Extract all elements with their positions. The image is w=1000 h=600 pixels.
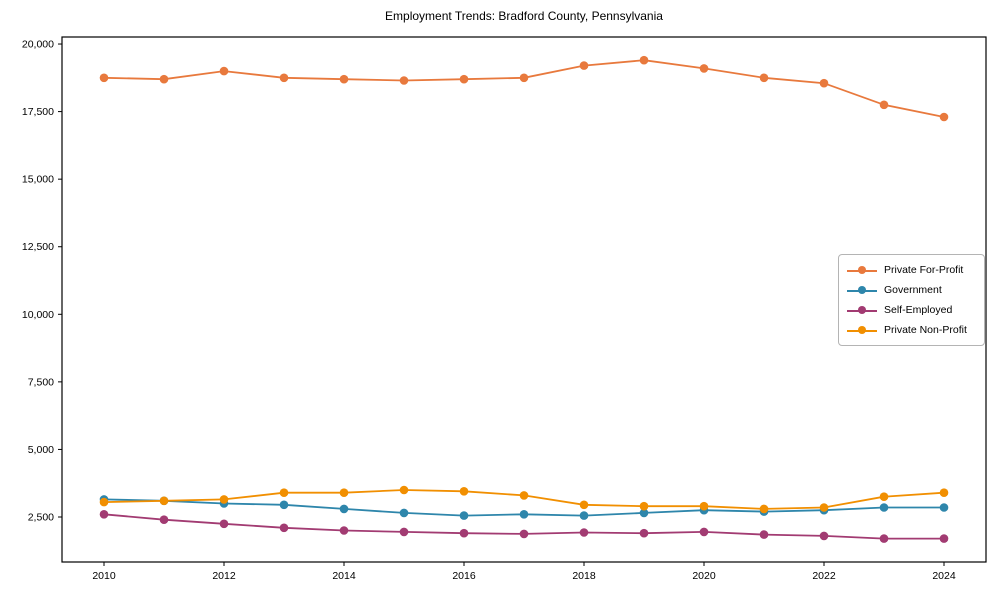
- data-point: [879, 492, 889, 502]
- data-point: [639, 508, 649, 518]
- data-point: [459, 487, 469, 496]
- data-point: [759, 504, 769, 514]
- data-point: [279, 500, 289, 510]
- chart-title: Employment Trends: Bradford County, Penn…: [385, 9, 663, 23]
- line-dot-marker-icon: [847, 326, 877, 335]
- data-point: [699, 527, 709, 537]
- data-point: [159, 74, 169, 84]
- data-point: [879, 100, 889, 110]
- data-point: [279, 523, 289, 533]
- data-point: [939, 112, 949, 122]
- data-point: [519, 491, 529, 500]
- y-axis-tick-label: 17,500: [22, 106, 54, 118]
- legend-item-government: Government: [847, 280, 976, 300]
- data-point: [219, 66, 229, 76]
- data-point: [879, 534, 889, 543]
- legend-item-private-for-profit: Private For-Profit: [847, 260, 976, 280]
- data-point: [279, 488, 289, 498]
- data-point: [639, 528, 649, 538]
- data-point: [399, 76, 409, 85]
- data-point: [699, 501, 709, 511]
- data-point: [939, 488, 949, 498]
- data-point: [519, 529, 529, 539]
- x-axis-tick-label: 2024: [932, 570, 956, 582]
- x-axis-tick-label: 2016: [452, 570, 476, 582]
- data-point: [639, 55, 649, 65]
- data-point: [399, 527, 409, 537]
- y-axis-tick-label: 7,500: [28, 376, 54, 388]
- data-point: [459, 528, 469, 538]
- data-point: [159, 515, 169, 524]
- x-axis-tick-label: 2014: [332, 570, 356, 582]
- legend: Private For-Profit Government Self-Emplo…: [838, 254, 985, 346]
- data-point: [819, 531, 829, 541]
- x-axis-tick-label: 2012: [212, 570, 236, 582]
- data-point: [759, 73, 769, 83]
- data-point: [579, 500, 589, 510]
- data-point: [99, 73, 109, 83]
- data-point: [279, 73, 289, 83]
- data-point: [579, 528, 589, 537]
- legend-item-private-non-profit: Private Non-Profit: [847, 320, 976, 340]
- y-axis-tick-label: 5,000: [28, 444, 54, 456]
- legend-label: Government: [884, 284, 942, 296]
- x-axis-tick-label: 2022: [812, 570, 836, 582]
- data-point: [339, 526, 349, 535]
- y-axis-tick-label: 2,500: [28, 512, 54, 524]
- data-point: [939, 503, 949, 512]
- line-private-for-profit: [103, 59, 945, 118]
- legend-label: Private For-Profit: [884, 264, 964, 276]
- data-point: [219, 519, 229, 529]
- legend-item-self-employed: Self-Employed: [847, 300, 976, 320]
- data-point: [819, 503, 829, 512]
- data-point: [639, 501, 649, 511]
- data-point: [99, 510, 109, 519]
- line-dot-marker-icon: [847, 306, 877, 315]
- y-axis-tick-label: 12,500: [22, 241, 54, 253]
- plot-border: [61, 36, 987, 563]
- data-point: [399, 485, 409, 495]
- data-point: [219, 495, 229, 504]
- legend-label: Private Non-Profit: [884, 324, 967, 336]
- data-point: [339, 488, 349, 498]
- data-point: [879, 503, 889, 512]
- data-point: [459, 511, 469, 520]
- data-point: [699, 64, 709, 73]
- data-point: [159, 496, 169, 506]
- data-point: [339, 504, 349, 514]
- data-point: [819, 78, 829, 88]
- line-dot-marker-icon: [847, 266, 877, 275]
- data-point: [519, 73, 529, 83]
- data-point: [579, 61, 589, 70]
- line-dot-marker-icon: [847, 286, 877, 295]
- data-point: [759, 530, 769, 539]
- x-axis-tick-label: 2010: [92, 570, 116, 582]
- x-axis-tick-label: 2018: [572, 570, 596, 582]
- legend-label: Self-Employed: [884, 304, 953, 316]
- data-point: [399, 508, 409, 518]
- y-axis-tick-label: 15,000: [22, 174, 54, 186]
- data-point: [99, 497, 109, 507]
- x-axis-tick-label: 2020: [692, 570, 716, 582]
- y-axis-tick-label: 20,000: [22, 39, 54, 51]
- data-point: [339, 74, 349, 84]
- y-axis-tick-label: 10,000: [22, 309, 54, 321]
- data-point: [579, 511, 589, 520]
- data-point: [519, 510, 529, 519]
- data-point: [939, 534, 949, 543]
- data-point: [459, 74, 469, 84]
